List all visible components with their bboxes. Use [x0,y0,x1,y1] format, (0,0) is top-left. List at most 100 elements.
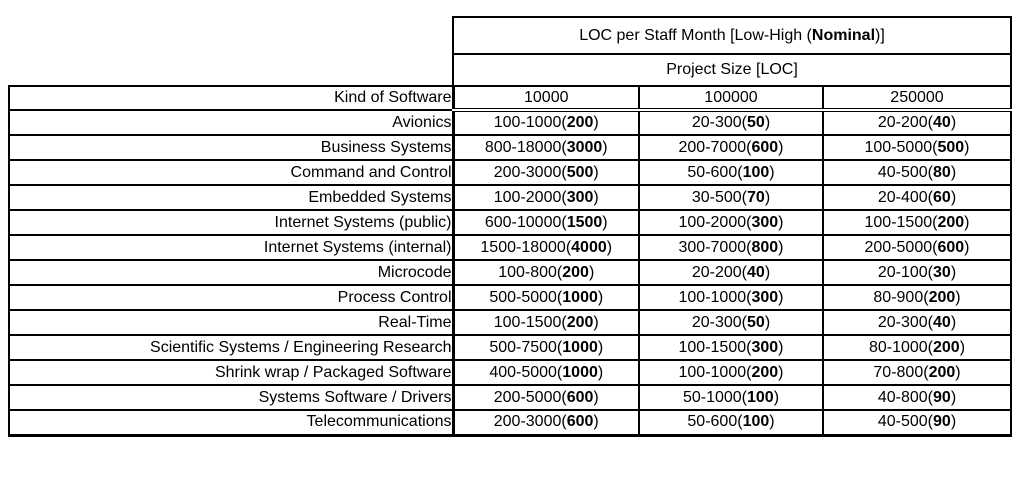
nominal-value: 1000 [562,363,598,381]
value-cell: 20-400(60) [822,184,1012,211]
kind-cell: Internet Systems (internal) [8,234,455,261]
column-header-row: Kind of Software 10000 100000 250000 [8,85,1012,112]
value-cell: 100-1000(300) [638,284,824,311]
kind-cell: Real-Time [8,309,455,336]
value-cell: 100-5000(500) [822,134,1012,161]
value-cell: 100-1500(200) [822,209,1012,236]
table-row: Avionics 100-1000(200) 20-300(50) 20-200(40… [8,109,1012,136]
value-cell: 30-500(70) [638,184,824,211]
value-cell: 200-5000(600) [822,234,1012,261]
nominal-value: 200 [933,338,960,356]
title-prefix: LOC per Staff Month [Low-High ( [579,26,812,44]
blank-corner [9,17,453,54]
kind-cell: Shrink wrap / Packaged Software [8,359,455,386]
kind-cell: Command and Control [8,159,455,186]
nominal-value: 200 [928,363,956,381]
nominal-value: 500 [937,138,965,156]
value-cell: 50-600(100) [638,409,824,437]
nominal-value: 60 [933,188,951,206]
nominal-value: 90 [933,413,951,431]
value-cell: 20-300(40) [822,309,1012,336]
nominal-value: 500 [566,163,594,181]
kind-cell: Embedded Systems [8,184,455,211]
table-row: Command and Control 200-3000(500) 50-600(1… [8,159,1012,186]
table-row: Microcode 100-800(200) 20-200(40) 20-100(30… [8,259,1012,286]
nominal-value: 1000 [562,338,598,356]
value-cell: 100-2000(300) [638,209,824,236]
nominal-value: 50 [747,114,765,131]
kind-cell: Avionics [8,109,455,136]
nominal-value: 40 [933,114,951,131]
kind-cell: Telecommunications [8,409,455,437]
value-cell: 50-600(100) [638,159,824,186]
size-column-header-10000: 10000 [452,85,640,112]
table-row: Shrink wrap / Packaged Software 400-5000(… [8,359,1012,386]
nominal-value: 300 [751,213,779,231]
value-cell: 70-800(200) [822,359,1012,386]
nominal-value: 1500 [566,213,603,231]
value-cell: 500-7500(1000) [452,334,640,361]
nominal-value: 600 [937,238,965,256]
size-column-header-250000: 250000 [822,85,1012,112]
kind-cell: Internet Systems (public) [8,209,455,236]
nominal-value: 1000 [562,288,598,306]
subtitle-row: Project Size [LOC] [9,53,1012,87]
nominal-value: 800 [751,238,779,256]
value-cell: 1500-18000(4000) [452,234,640,261]
nominal-value: 4000 [571,238,607,256]
table-row: Real-Time 100-1500(200) 20-300(50) 20-300(4… [8,309,1012,336]
loc-table: LOC per Staff Month [Low-High (Nominal)]… [8,16,1012,437]
nominal-value: 100 [742,163,770,181]
nominal-value: 200 [566,313,594,331]
value-cell: 100-800(200) [452,259,640,286]
value-cell: 400-5000(1000) [452,359,640,386]
kind-cell: Scientific Systems / Engineering Researc… [8,334,455,361]
blank-corner [9,54,453,86]
value-cell: 20-100(30) [822,259,1012,286]
value-cell: 80-1000(200) [822,334,1012,361]
value-cell: 100-2000(300) [452,184,640,211]
nominal-value: 40 [747,263,765,281]
value-cell: 100-1500(300) [638,334,824,361]
nominal-value: 200 [566,114,594,131]
nominal-value: 100 [747,388,774,406]
table-row: Internet Systems (internal) 1500-18000(40… [8,234,1012,261]
nominal-value: 600 [751,138,779,156]
value-cell: 100-1000(200) [638,359,824,386]
nominal-value: 90 [933,388,951,406]
table-row: Internet Systems (public) 600-10000(1500)… [8,209,1012,236]
kind-cell: Process Control [8,284,455,311]
nominal-value: 30 [933,263,951,281]
table-row: Business Systems 800-18000(3000) 200-7000(… [8,134,1012,161]
kind-of-software-header: Kind of Software [8,85,455,111]
nominal-value: 200 [751,363,779,381]
value-cell: 500-5000(1000) [452,284,640,311]
value-cell: 40-500(80) [822,159,1012,186]
nominal-value: 80 [933,163,951,181]
nominal-value: 200 [937,213,965,231]
nominal-value: 300 [751,288,779,306]
title-suffix: )] [875,26,885,44]
nominal-value: 3000 [566,138,603,156]
nominal-value: 600 [566,413,594,431]
nominal-value: 300 [566,188,594,206]
value-cell: 20-300(50) [638,309,824,336]
value-cell: 200-3000(600) [452,409,640,437]
value-cell: 40-500(90) [822,409,1012,437]
value-cell: 20-200(40) [638,259,824,286]
value-cell: 600-10000(1500) [452,209,640,236]
table-title: LOC per Staff Month [Low-High (Nominal)] [452,16,1012,55]
table-row: Scientific Systems / Engineering Researc… [8,334,1012,361]
nominal-value: 50 [747,313,765,331]
kind-cell: Systems Software / Drivers [8,384,455,411]
title-bold: Nominal [811,26,876,44]
value-cell: 20-200(40) [822,109,1012,136]
value-cell: 100-1000(200) [452,109,640,136]
value-cell: 200-7000(600) [638,134,824,161]
value-cell: 20-300(50) [638,109,824,136]
nominal-value: 70 [747,188,765,206]
value-cell: 200-3000(500) [452,159,640,186]
nominal-value: 200 [928,288,956,306]
project-size-header: Project Size [LOC] [452,53,1012,87]
